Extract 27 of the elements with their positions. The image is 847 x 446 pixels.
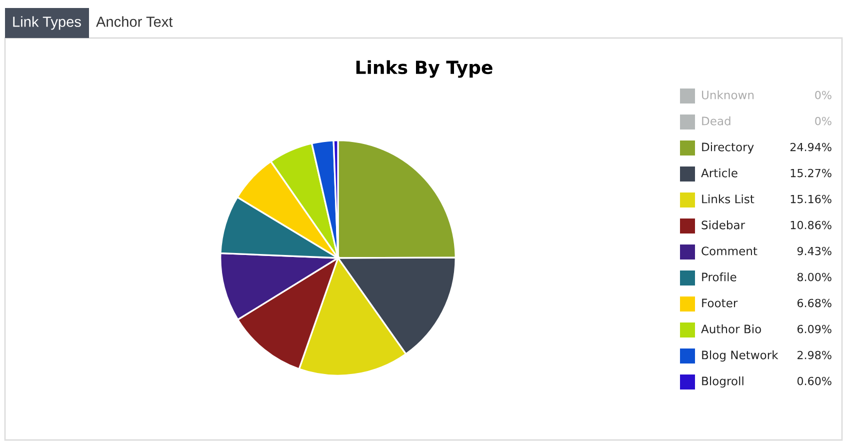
legend-label: Links List [702,194,754,204]
data-label: 9.43% [797,246,832,256]
legend-label: Article [701,168,738,178]
legend-label: Author Bio [701,324,762,334]
data-label: 15.16% [790,194,832,204]
chart-title: Links By Type [356,60,492,78]
data-label: 8.00% [797,272,832,282]
data-label: 6.09% [797,324,832,334]
data-label: 24.94% [790,142,832,152]
data-label: 6.68% [797,298,832,308]
legend-label: Blog Network [702,350,778,362]
text: Link Types [13,16,81,30]
legend-label: Dead [702,116,730,126]
text: 0% [815,116,832,126]
legend-label: Blogroll [702,376,744,388]
legend-label: Directory [702,142,754,154]
text: Anchor Text [96,16,173,27]
legend-label: Unknown [702,90,754,100]
legend-label: Comment [702,246,758,256]
data-label: 2.98% [798,350,832,360]
data-label: 15.27% [790,168,832,178]
legend-label: Footer [702,298,738,308]
data-label: 10.86% [790,220,832,230]
legend-label: Sidebar [702,220,746,230]
legend-label: Profile [702,272,736,282]
data-label: 0.60% [797,376,832,386]
text: 0% [815,90,832,100]
